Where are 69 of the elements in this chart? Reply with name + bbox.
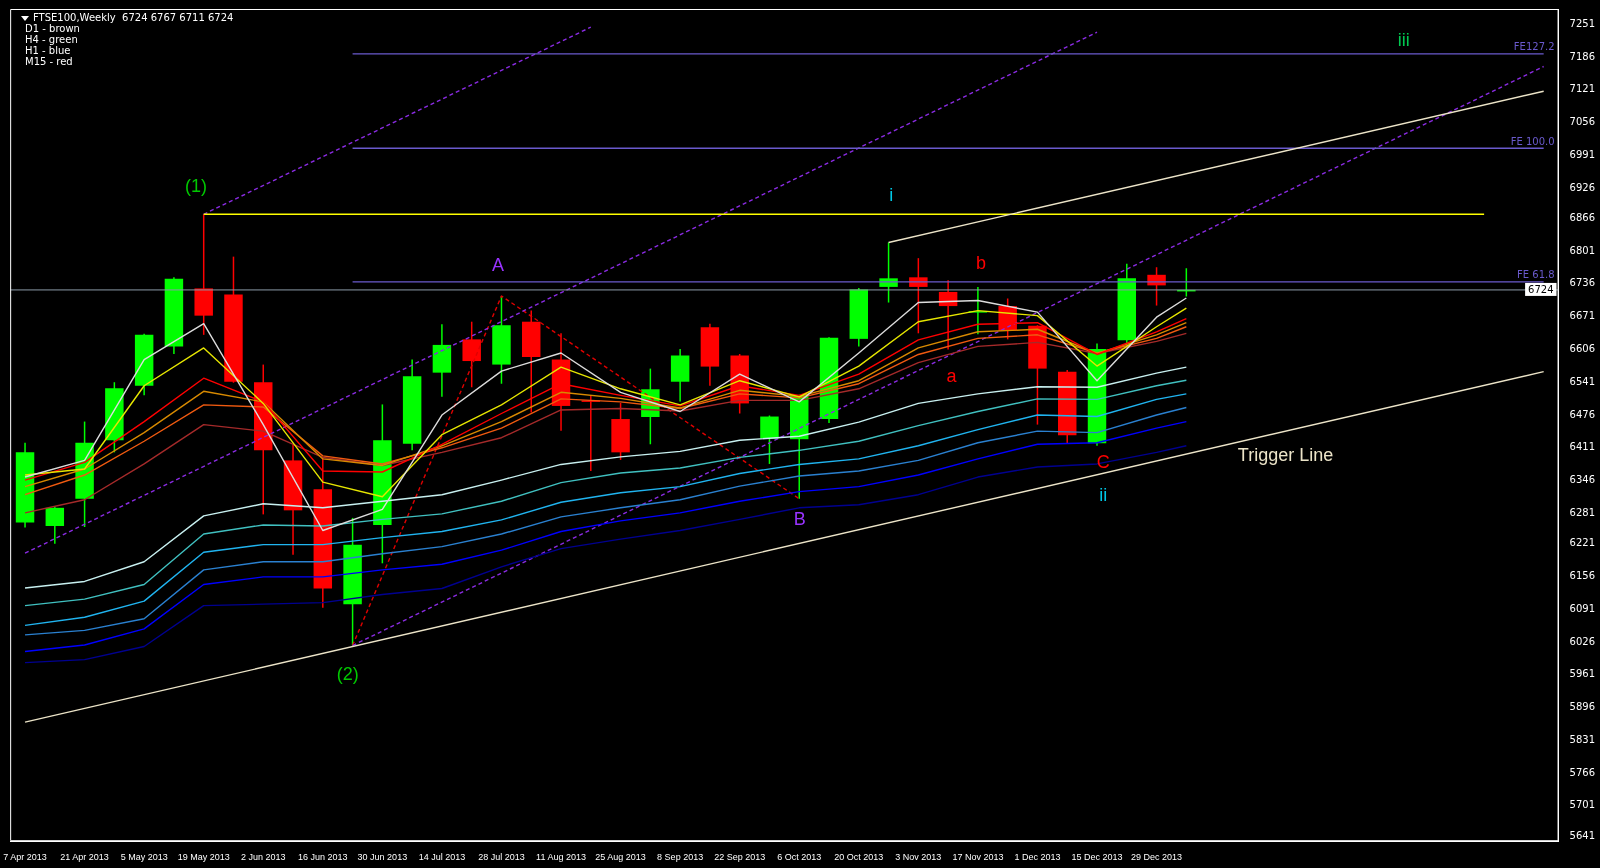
y-tick-label: 6156: [1569, 570, 1595, 581]
y-tick-label: 7186: [1569, 50, 1595, 62]
annotation: b: [975, 253, 986, 274]
candlestick: [45, 505, 65, 545]
x-tick-label: 1 Dec 2013: [1014, 852, 1061, 863]
annotation: a: [946, 365, 958, 386]
x-tick-label: 5 May 2013: [120, 852, 168, 863]
y-tick-label: 5831: [1569, 733, 1595, 745]
x-tick-label: 21 Apr 2013: [60, 852, 109, 863]
x-tick-label: 17 Nov 2013: [952, 852, 1004, 863]
y-tick-label: 6476: [1569, 408, 1595, 420]
x-tick-label: 3 Nov 2013: [895, 852, 942, 863]
series-label: FE 100.0: [1510, 135, 1555, 147]
annotation: C: [1096, 451, 1110, 472]
y-tick-label: 6346: [1569, 474, 1595, 486]
ref-line-label: 6724: [1528, 283, 1554, 295]
y-tick-label: 6606: [1569, 343, 1595, 355]
y-tick-label: 6866: [1569, 211, 1595, 223]
y-tick-label: 5641: [1569, 829, 1595, 841]
y-tick-label: 5961: [1569, 668, 1595, 680]
y-tick-label: 6026: [1569, 635, 1595, 647]
x-tick-label: 20 Oct 2013: [834, 852, 884, 863]
y-tick-label: 7251: [1569, 17, 1595, 29]
x-tick-label: 11 Aug 2013: [536, 852, 586, 863]
annotation: (2): [336, 663, 359, 684]
annotation: D1 - brown: [24, 23, 80, 34]
y-tick-label: 6281: [1569, 506, 1595, 518]
y-tick-label: 7121: [1569, 83, 1595, 95]
x-tick-label: 25 Aug 2013: [595, 852, 646, 863]
chart-title: FTSE100,Weekly 6724 6767 6711 6724: [33, 12, 234, 23]
y-tick-label: 6541: [1569, 375, 1595, 387]
x-tick-label: 14 Jul 2013: [418, 852, 466, 863]
y-tick-label: 5701: [1569, 799, 1595, 811]
annotation: B: [793, 508, 806, 529]
x-tick-label: 29 Dec 2013: [1131, 852, 1183, 863]
x-tick-label: 6 Oct 2013: [777, 852, 822, 863]
annotation: H4 - green: [24, 34, 79, 45]
y-tick-label: 7056: [1569, 116, 1595, 128]
y-tick-label: 6926: [1569, 181, 1595, 193]
y-tick-label: 6091: [1569, 602, 1595, 614]
annotation: ii: [1099, 484, 1108, 505]
x-tick-label: 19 May 2013: [177, 852, 230, 863]
annotation: H1 - blue: [24, 45, 71, 56]
series-label: FE127.2: [1513, 41, 1555, 53]
x-tick-label: 28 Jul 2013: [478, 852, 525, 863]
candlestick: [760, 414, 779, 465]
y-tick-label: 5766: [1569, 766, 1595, 778]
series-label: FE 61.8: [1517, 269, 1555, 281]
y-tick-label: 6221: [1569, 537, 1595, 549]
annotation: iii: [1397, 29, 1410, 50]
x-tick-label: 15 Dec 2013: [1071, 852, 1123, 863]
y-tick-label: 6991: [1569, 148, 1595, 160]
x-tick-label: 22 Sep 2013: [714, 852, 766, 863]
series-label: Trigger Line: [1237, 445, 1334, 466]
y-tick-label: 6671: [1569, 310, 1595, 322]
y-tick-label: 6801: [1569, 244, 1595, 256]
x-tick-label: 2 Jun 2013: [240, 852, 286, 863]
y-tick-label: 5896: [1569, 701, 1595, 713]
x-tick-label: 7 Apr 2013: [3, 852, 47, 863]
annotation: M15 - red: [24, 56, 74, 67]
y-tick-label: 6411: [1569, 441, 1595, 453]
y-tick-label: 6736: [1569, 277, 1595, 289]
candlestick: [462, 320, 481, 389]
annotation: A: [491, 255, 504, 276]
annotation: i: [889, 185, 894, 206]
annotation: (1): [184, 176, 207, 197]
x-tick-label: 30 Jun 2013: [357, 852, 408, 863]
x-tick-label: 8 Sep 2013: [657, 852, 704, 863]
x-tick-label: 16 Jun 2013: [298, 852, 348, 863]
